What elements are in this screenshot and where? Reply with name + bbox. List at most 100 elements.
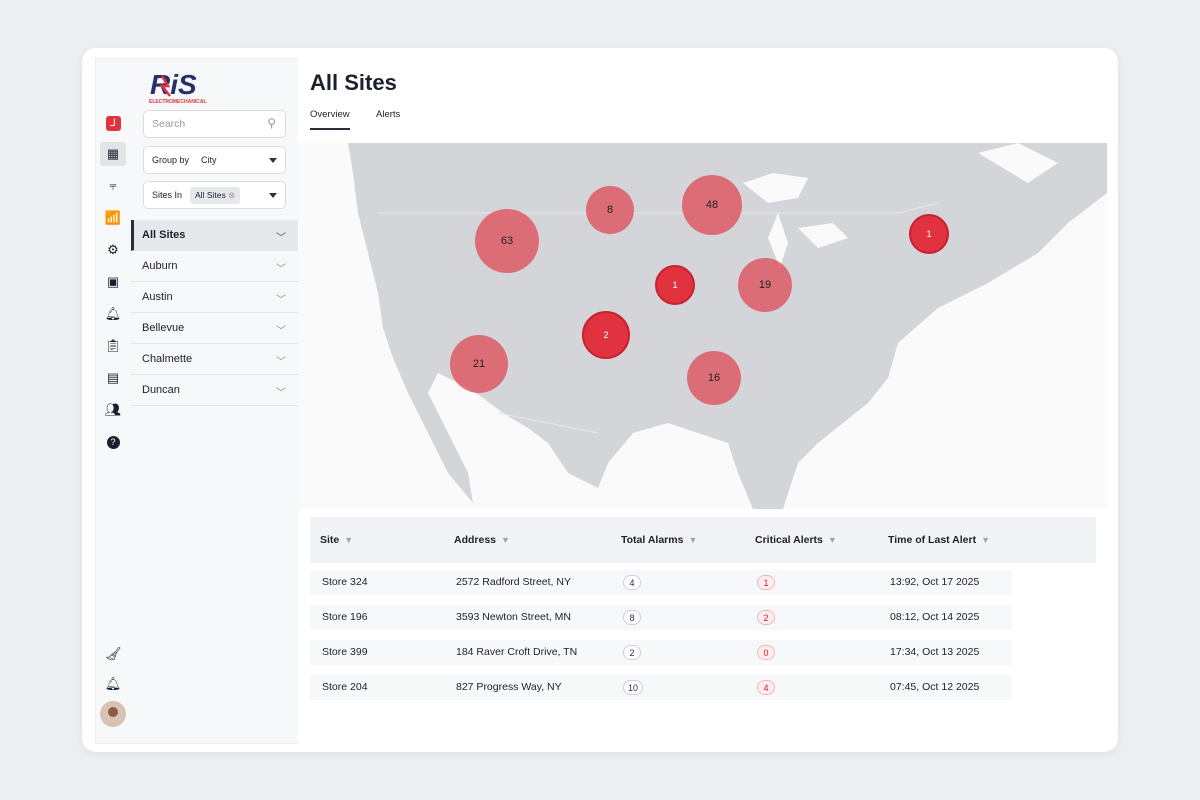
- filter-icon[interactable]: ▼: [344, 535, 354, 545]
- table-row[interactable]: Store 196 3593 Newton Street, MN 8 2 08:…: [310, 605, 1012, 630]
- cluster-marker[interactable]: 19: [738, 258, 792, 312]
- col-label: Site: [320, 534, 340, 546]
- cluster-marker[interactable]: 21: [450, 335, 508, 393]
- last-alert-time-cell: 13:92, Oct 17 2025: [890, 576, 980, 588]
- last-alert-time-cell: 17:34, Oct 13 2025: [890, 646, 980, 658]
- search-icon[interactable]: ⚲: [267, 116, 276, 130]
- table-row[interactable]: Store 324 2572 Radford Street, NY 4 1 13…: [310, 570, 1012, 595]
- bell-icon[interactable]: 🔔︎: [104, 306, 122, 321]
- user-avatar[interactable]: [100, 701, 126, 727]
- group-label: Duncan: [142, 384, 180, 396]
- col-label: Address: [454, 534, 497, 546]
- table-header: Site ▼ Address ▼ Total Alarms ▼ Critical Al…: [310, 517, 1096, 563]
- chip-label: All Sites: [195, 189, 226, 200]
- table-row[interactable]: Store 399 184 Raver Croft Drive, TN 2 0 …: [310, 640, 1012, 665]
- site-group-bellevue[interactable]: Bellevue ﹀: [131, 313, 298, 344]
- group-by-select[interactable]: Group by City: [143, 146, 286, 174]
- page-title: All Sites: [310, 70, 397, 95]
- tab-alerts[interactable]: Alerts: [376, 109, 401, 120]
- dashboard-icon[interactable]: ▣: [106, 274, 120, 289]
- clipboard-icon[interactable]: 📋︎: [104, 338, 122, 353]
- col-label: Total Alarms: [621, 534, 684, 546]
- filter-icon[interactable]: ▼: [827, 535, 837, 545]
- pipeline-icon[interactable]: ⫧: [109, 178, 117, 193]
- filter-icon[interactable]: ▼: [981, 535, 991, 545]
- site-group-austin[interactable]: Austin ﹀: [131, 282, 298, 313]
- svg-text:RiS: RiS: [150, 69, 197, 100]
- site-group-duncan[interactable]: Duncan ﹀: [131, 375, 298, 406]
- chip-remove-icon[interactable]: ⊗: [228, 189, 236, 200]
- chevron-down-icon[interactable]: ﹀: [276, 264, 286, 275]
- last-alert-time-cell: 08:12, Oct 14 2025: [890, 611, 980, 623]
- critical-alerts-badge: 0: [757, 645, 775, 660]
- chevron-down-icon[interactable]: ﹀: [276, 233, 286, 244]
- sidebar: Search ⚲ Group by City Sites In All Site…: [131, 58, 298, 408]
- search-input[interactable]: Search ⚲: [143, 110, 286, 138]
- site-cell[interactable]: Store 399: [322, 646, 368, 658]
- col-label: Time of Last Alert: [888, 534, 977, 546]
- site-cell[interactable]: Store 204: [322, 681, 368, 693]
- group-label: Chalmette: [142, 353, 193, 365]
- cleaning-icon[interactable]: 🧹︎: [104, 646, 122, 661]
- last-alert-time-cell: 07:45, Oct 12 2025: [890, 681, 980, 693]
- critical-alerts-badge: 4: [757, 680, 775, 695]
- notification-bell-icon[interactable]: 🔔︎: [104, 676, 122, 691]
- equipment-icon[interactable]: ⚙: [107, 242, 119, 257]
- col-time-last-alert[interactable]: Time of Last Alert ▼: [888, 534, 990, 546]
- sites-table: Site ▼ Address ▼ Total Alarms ▼ Critical Al…: [310, 517, 1096, 700]
- total-alarms-badge: 10: [623, 680, 644, 695]
- address-cell: 2572 Radford Street, NY: [456, 576, 571, 588]
- group-by-label: Group by: [152, 155, 190, 165]
- critical-cluster-marker[interactable]: 1: [909, 214, 949, 254]
- sites-in-label: Sites In: [152, 190, 183, 200]
- col-critical-alerts[interactable]: Critical Alerts ▼: [755, 534, 837, 546]
- site-cell[interactable]: Store 324: [322, 576, 368, 588]
- users-icon[interactable]: 👥︎: [104, 402, 122, 417]
- caret-down-icon: [269, 158, 277, 163]
- total-alarms-badge: 8: [623, 610, 641, 625]
- chevron-down-icon[interactable]: ﹀: [276, 295, 286, 306]
- group-label: Auburn: [142, 260, 178, 272]
- group-label: Austin: [142, 291, 173, 303]
- sites-map[interactable]: 63 8 48 1 1 19 2 21 16: [298, 143, 1107, 509]
- group-by-value: City: [201, 155, 217, 165]
- critical-alerts-badge: 1: [757, 575, 775, 590]
- tab-overview[interactable]: Overview: [310, 109, 350, 130]
- address-cell: 3593 Newton Street, MN: [456, 611, 571, 623]
- filter-icon[interactable]: ▼: [688, 535, 698, 545]
- cluster-marker[interactable]: 63: [475, 209, 539, 273]
- col-label: Critical Alerts: [755, 534, 823, 546]
- col-total-alarms[interactable]: Total Alarms ▼: [621, 534, 697, 546]
- help-icon[interactable]: ?: [100, 430, 126, 454]
- chevron-down-icon[interactable]: ﹀: [276, 388, 286, 399]
- chevron-down-icon[interactable]: ﹀: [276, 326, 286, 337]
- calendar-icon[interactable]: ▤: [106, 370, 120, 385]
- store-icon[interactable]: ▦: [100, 142, 126, 166]
- site-group-auburn[interactable]: Auburn ﹀: [131, 251, 298, 282]
- col-address[interactable]: Address ▼: [454, 534, 510, 546]
- critical-cluster-marker[interactable]: 2: [582, 311, 630, 359]
- critical-alerts-badge: 2: [757, 610, 775, 625]
- search-placeholder: Search: [152, 118, 186, 130]
- cluster-marker[interactable]: 8: [586, 186, 634, 234]
- chevron-down-icon[interactable]: ﹀: [276, 357, 286, 368]
- col-site[interactable]: Site ▼: [320, 534, 353, 546]
- icon-rail: ⅃ ▦ ⫧ 📶 ⚙ ▣ 🔔︎ 📋︎ ▤ 👥︎ ? 🧹︎ 🔔︎: [95, 58, 131, 744]
- sites-in-chip: All Sites ⊗: [190, 186, 241, 204]
- total-alarms-badge: 2: [623, 645, 641, 660]
- filter-icon[interactable]: ▼: [501, 535, 510, 545]
- table-row[interactable]: Store 204 827 Progress Way, NY 10 4 07:4…: [310, 675, 1012, 700]
- cluster-marker[interactable]: 48: [682, 175, 742, 235]
- app-logo-icon[interactable]: ⅃: [100, 111, 126, 135]
- total-alarms-badge: 4: [623, 575, 641, 590]
- page-header: All Sites Overview Alerts: [298, 58, 1107, 132]
- caret-down-icon: [269, 193, 277, 198]
- company-logo: RiS ELECTROMECHANICAL: [148, 68, 210, 106]
- site-group-all-sites[interactable]: All Sites ﹀: [131, 220, 298, 251]
- site-cell[interactable]: Store 196: [322, 611, 368, 623]
- analytics-icon[interactable]: 📶: [104, 210, 122, 225]
- cluster-marker[interactable]: 16: [687, 351, 741, 405]
- sites-in-select[interactable]: Sites In All Sites ⊗: [143, 181, 286, 209]
- critical-cluster-marker[interactable]: 1: [655, 265, 695, 305]
- site-group-chalmette[interactable]: Chalmette ﹀: [131, 344, 298, 375]
